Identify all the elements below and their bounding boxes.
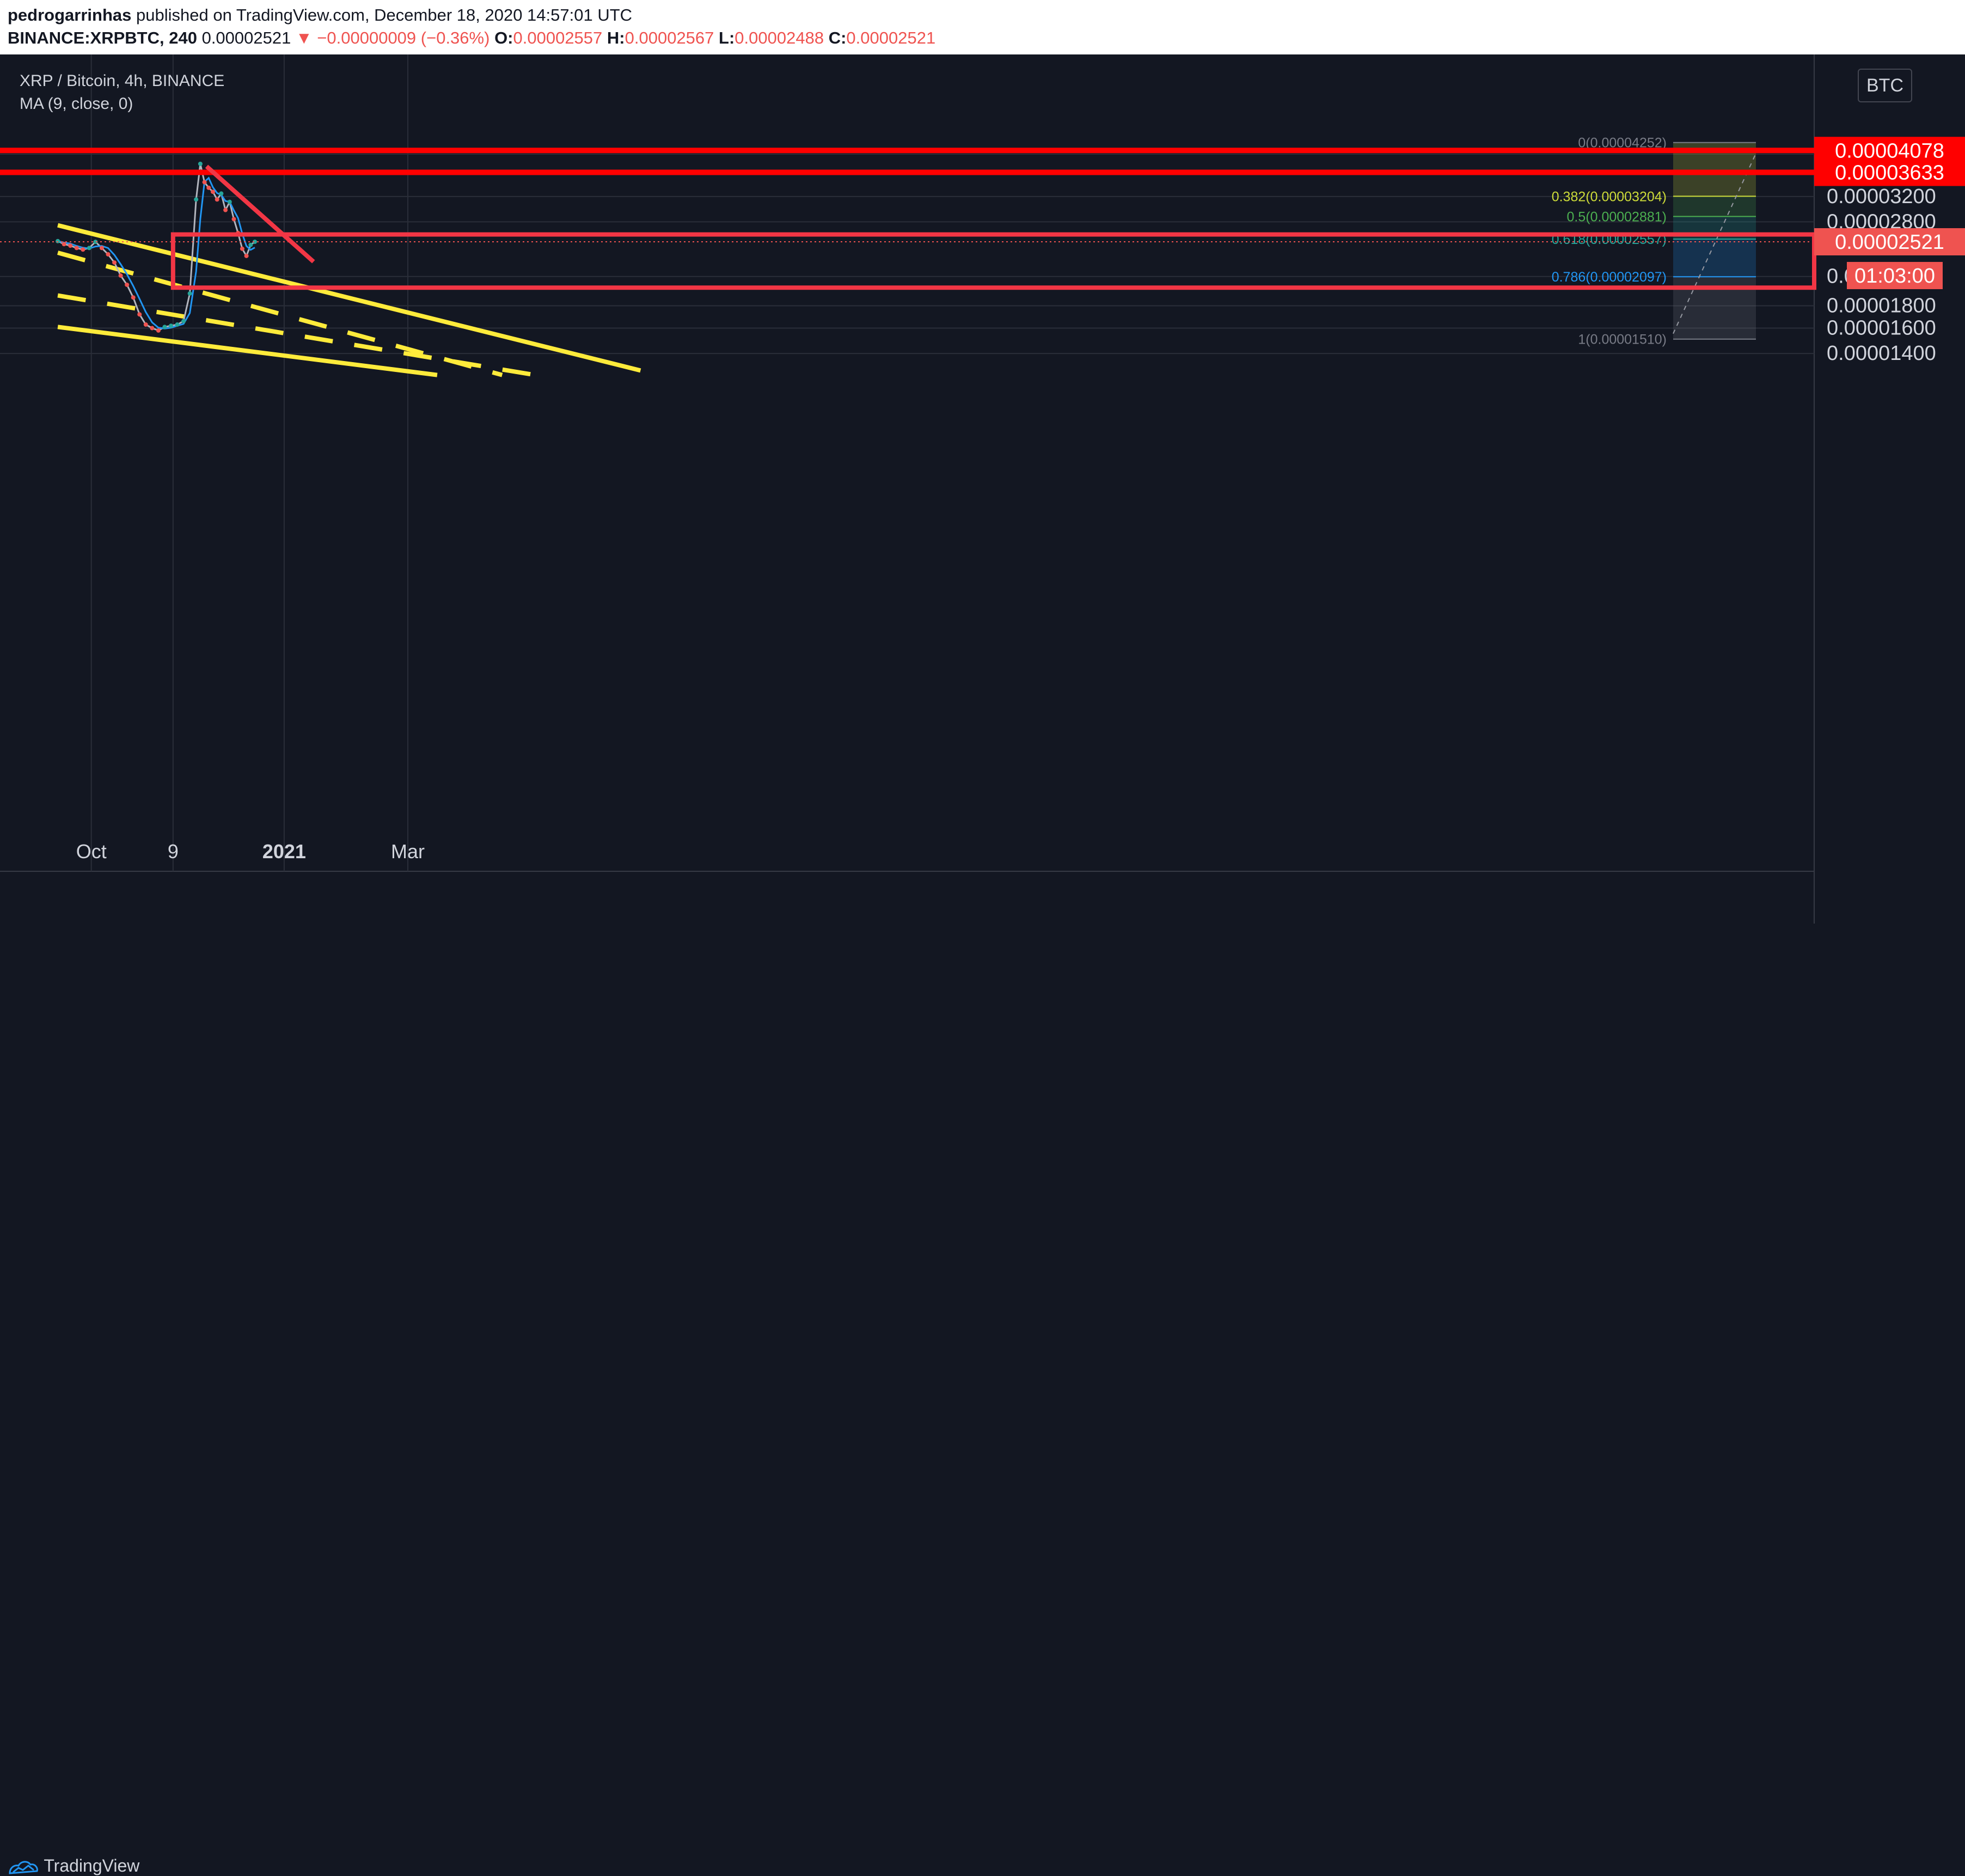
- price-point: [62, 242, 66, 247]
- price-point: [244, 253, 249, 258]
- price-point: [253, 239, 257, 244]
- price-point: [175, 322, 180, 327]
- price-tick-label: 0.00001800: [1827, 294, 1936, 317]
- fib-level-label: 0.382(0.00003204): [1552, 189, 1667, 204]
- time-axis[interactable]: Oct 9 2021 Mar: [76, 840, 425, 863]
- currency-button[interactable]: BTC: [1858, 69, 1912, 102]
- red-drawings[interactable]: [0, 148, 1816, 290]
- last-price: 0.00002521: [201, 28, 291, 47]
- price-point: [162, 325, 167, 329]
- price-point: [112, 260, 117, 265]
- open-value: 0.00002557: [513, 28, 603, 47]
- yellow-dashed-line[interactable]: [57, 293, 544, 379]
- price-point: [150, 326, 155, 331]
- price-tick-label: 0.00001400: [1827, 342, 1936, 365]
- fib-level-label: 0.5(0.00002881): [1567, 209, 1667, 224]
- price-point: [202, 180, 207, 185]
- price-point: [227, 199, 232, 204]
- chart-legend-indicator[interactable]: MA (9, close, 0): [20, 95, 133, 113]
- time-tick-label: 9: [168, 840, 179, 863]
- price-point: [56, 239, 60, 243]
- symbol-label: BINANCE:XRPBTC, 240: [8, 28, 197, 47]
- price-point: [87, 246, 91, 250]
- price-point: [74, 246, 79, 250]
- price-series: [0, 161, 1814, 333]
- yellow-solid-line[interactable]: [57, 325, 438, 377]
- cloud-logo-icon: [9, 1861, 38, 1874]
- chart-legend-title: XRP / Bitcoin, 4h, BINANCE: [20, 72, 225, 90]
- fib-level-label: 1(0.00001510): [1578, 332, 1667, 347]
- footer-bar: TradingView: [0, 924, 1965, 1875]
- price-point: [99, 246, 104, 250]
- price-chart[interactable]: 0(0.00004252)0.382(0.00003204)0.5(0.0000…: [0, 54, 1965, 924]
- close-label: C:: [828, 28, 847, 47]
- descending-trendline[interactable]: [205, 164, 315, 264]
- price-point: [187, 291, 192, 296]
- price-label-text: 0.00003633: [1835, 162, 1944, 185]
- chart-background: [0, 54, 1965, 924]
- grid-lines: [0, 54, 1965, 924]
- fib-zone: [1673, 239, 1756, 277]
- price-point: [93, 240, 98, 245]
- price-point: [194, 197, 199, 202]
- ohlc-info: BINANCE:XRPBTC, 240 0.00002521 ▼ −0.0000…: [8, 28, 935, 48]
- low-label: L:: [719, 28, 735, 47]
- price-point: [240, 246, 244, 251]
- price-point: [231, 217, 236, 222]
- low-value: 0.00002488: [734, 28, 824, 47]
- price-tick-label: 0.00001600: [1827, 317, 1936, 340]
- author-name[interactable]: pedrogarrinhas: [8, 5, 132, 25]
- price-label-box: [1814, 158, 1965, 186]
- fib-zone: [1673, 196, 1756, 217]
- yellow-channel-lines[interactable]: [57, 223, 641, 379]
- price-label-box: [1847, 261, 1943, 289]
- price-point: [156, 328, 161, 333]
- price-point: [181, 319, 186, 323]
- price-label-text: 0.00002521: [1835, 231, 1944, 254]
- publish-date: published on TradingView.com, December 1…: [136, 5, 633, 25]
- tradingview-brand: TradingView: [44, 1856, 140, 1875]
- price-change: ▼ −0.00000009 (−0.36%): [295, 28, 490, 47]
- range-rectangle[interactable]: [170, 232, 1816, 290]
- price-point: [68, 243, 73, 248]
- countdown-label[interactable]: 01:03:00: [1847, 261, 1943, 289]
- fib-trend-line: [1673, 153, 1756, 334]
- time-tick-label: Mar: [391, 840, 425, 863]
- price-axis[interactable]: 0.000040000.000032000.000028000.00002100…: [1814, 137, 1965, 365]
- price-point: [206, 185, 211, 190]
- price-point: [106, 252, 111, 257]
- price-point: [118, 273, 123, 278]
- yellow-dashed-line[interactable]: [57, 250, 503, 377]
- price-point: [198, 161, 203, 166]
- close-value: 0.00002521: [846, 28, 936, 47]
- time-tick-label: 2021: [262, 840, 306, 863]
- publish-header: pedrogarrinhas published on TradingView.…: [0, 0, 1965, 54]
- price-axis-label[interactable]: 0.00003633: [1814, 158, 1965, 186]
- price-point: [219, 191, 224, 196]
- price-label-text: 0.00004078: [1835, 139, 1944, 162]
- price-point: [137, 312, 142, 317]
- yellow-solid-line[interactable]: [57, 223, 641, 373]
- open-label: O:: [494, 28, 513, 47]
- price-point: [143, 322, 148, 327]
- price-point: [211, 190, 215, 194]
- price-point: [169, 323, 173, 328]
- price-point: [248, 242, 253, 247]
- price-axis-label[interactable]: 0.00002521: [1814, 228, 1965, 255]
- price-point: [125, 282, 130, 287]
- price-point: [81, 247, 85, 252]
- price-point: [131, 295, 136, 300]
- price-label-text: 01:03:00: [1854, 265, 1935, 288]
- high-label: H:: [607, 28, 625, 47]
- high-value: 0.00002567: [625, 28, 714, 47]
- price-point: [223, 207, 228, 212]
- price-axis-label[interactable]: 0.00004078: [1814, 137, 1965, 164]
- tradingview-logo[interactable]: TradingView: [8, 1856, 139, 1876]
- publish-info: pedrogarrinhas published on TradingView.…: [8, 5, 632, 25]
- fib-level-label: 0.786(0.00002097): [1552, 270, 1667, 285]
- time-tick-label: Oct: [76, 840, 107, 863]
- price-label-box: [1814, 228, 1965, 255]
- price-tick-label: 0.00003200: [1827, 185, 1936, 208]
- price-point: [215, 197, 219, 202]
